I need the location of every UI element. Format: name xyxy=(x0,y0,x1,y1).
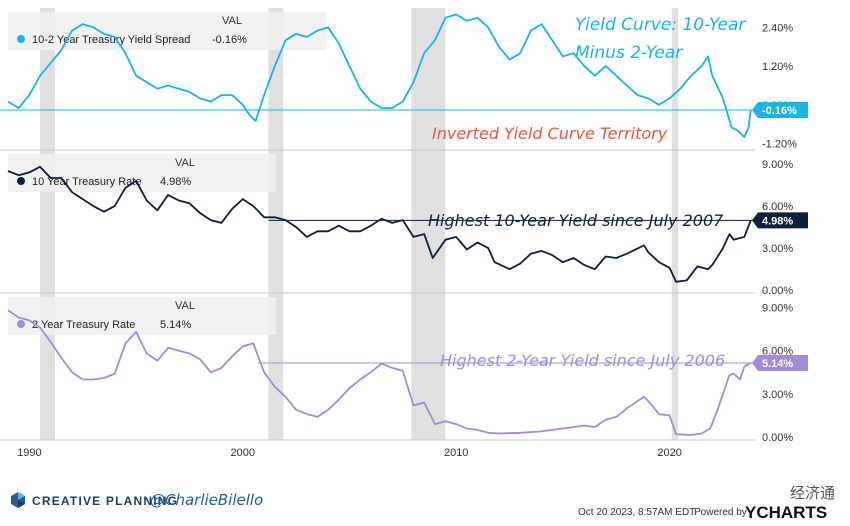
legend-label: 2 Year Treasury Rate xyxy=(32,319,135,331)
y-tick-label: 6.00% xyxy=(762,201,793,213)
panel-2: VAL 10 Year Treasury Rate 4.98% 9.00% 6.00% 3… xyxy=(0,154,808,297)
series-line xyxy=(7,165,752,283)
legend-box xyxy=(8,297,276,335)
panel-3: VAL 2 Year Treasury Rate 5.14% 9.00% 6.00% 3.… xyxy=(7,297,808,444)
x-tick-label: 1990 xyxy=(17,447,41,459)
y-tick-label: 9.00% xyxy=(762,302,793,314)
annotation: Highest 2-Year Yield since July 2006 xyxy=(440,351,725,370)
legend-value: 5.14% xyxy=(160,319,191,331)
footer: CREATIVE PLANNING @CharlieBilello Oct 20… xyxy=(11,485,835,522)
annotation: Yield Curve: 10-Year xyxy=(575,15,746,35)
y-tick-label: 6.00% xyxy=(762,346,793,358)
recession-band xyxy=(671,8,679,440)
annotation: Highest 10-Year Yield since July 2007 xyxy=(428,211,724,230)
powered-by: Powered by xyxy=(694,507,747,518)
chart-panels: VAL 10-2 Year Treasury Yield Spread -0.16%… xyxy=(0,12,808,444)
current-value-badge xyxy=(752,355,808,372)
series-line xyxy=(7,13,752,138)
legend-value: 4.98% xyxy=(160,176,191,188)
current-value-label: -0.16% xyxy=(762,105,797,117)
author-handle: @CharlieBilello xyxy=(150,491,263,509)
y-tick-label: 9.00% xyxy=(762,159,793,171)
legend-marker xyxy=(17,35,25,43)
recession-band xyxy=(411,8,446,440)
legend-marker xyxy=(17,320,25,328)
annotation: Minus 2-Year xyxy=(575,43,683,63)
current-value-label: 5.14% xyxy=(762,358,793,370)
x-tick-label: 2010 xyxy=(444,447,468,459)
legend-value: -0.16% xyxy=(212,34,247,46)
creative-planning-logo xyxy=(11,492,25,508)
current-value-label: 4.98% xyxy=(762,215,793,227)
current-value-badge xyxy=(752,212,808,229)
x-tick-label: 2020 xyxy=(657,447,681,459)
series-line xyxy=(7,309,752,436)
timestamp: Oct 20 2023, 8:57AM EDT. xyxy=(578,507,697,518)
y-tick-label: -1.20% xyxy=(762,139,797,151)
value-header: VAL xyxy=(222,15,242,27)
recession-band xyxy=(268,8,284,440)
x-axis: 1990 2000 2010 2020 xyxy=(0,439,755,459)
current-value-badge xyxy=(752,101,808,118)
y-tick-label: 0.00% xyxy=(762,285,793,297)
value-header: VAL xyxy=(175,157,195,169)
legend-label: 10-2 Year Treasury Yield Spread xyxy=(32,34,190,46)
y-tick-label: 2.40% xyxy=(762,22,793,34)
legend-marker xyxy=(17,177,25,185)
legend-box xyxy=(8,154,276,192)
brand-name: CREATIVE PLANNING xyxy=(32,494,178,508)
panel-1: VAL 10-2 Year Treasury Yield Spread -0.16%… xyxy=(0,12,808,151)
legend-box xyxy=(8,12,326,50)
legend-label: 10 Year Treasury Rate xyxy=(32,176,141,188)
annotation: Inverted Yield Curve Territory xyxy=(432,124,668,143)
y-tick-label: 1.20% xyxy=(762,61,793,73)
ycharts-logo: YCHARTS xyxy=(745,503,827,522)
y-tick-label: 3.00% xyxy=(762,243,793,255)
y-tick-label: 3.00% xyxy=(762,389,793,401)
watermark: 经济通 xyxy=(790,485,835,502)
x-tick-label: 2000 xyxy=(231,447,255,459)
value-header: VAL xyxy=(175,300,195,312)
y-tick-label: 0.00% xyxy=(762,432,793,444)
